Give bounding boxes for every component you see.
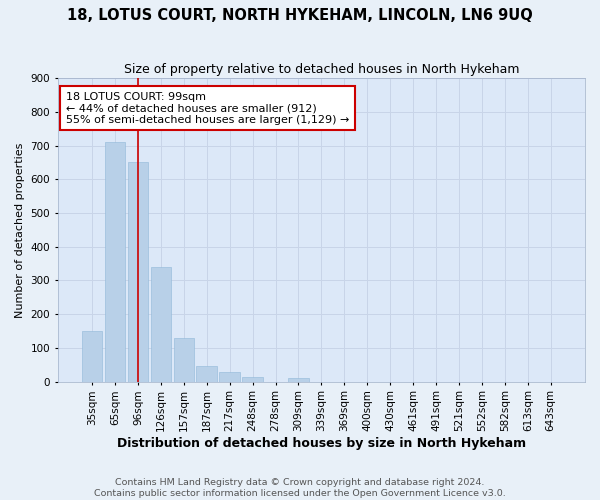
Bar bbox=[151, 267, 171, 382]
Text: Contains HM Land Registry data © Crown copyright and database right 2024.
Contai: Contains HM Land Registry data © Crown c… bbox=[94, 478, 506, 498]
Bar bbox=[128, 162, 148, 382]
Y-axis label: Number of detached properties: Number of detached properties bbox=[15, 142, 25, 318]
Bar bbox=[220, 372, 240, 382]
Bar bbox=[173, 338, 194, 382]
Bar bbox=[105, 142, 125, 382]
Text: 18 LOTUS COURT: 99sqm
← 44% of detached houses are smaller (912)
55% of semi-det: 18 LOTUS COURT: 99sqm ← 44% of detached … bbox=[66, 92, 349, 125]
Title: Size of property relative to detached houses in North Hykeham: Size of property relative to detached ho… bbox=[124, 62, 519, 76]
Bar bbox=[196, 366, 217, 382]
Bar bbox=[82, 331, 103, 382]
Text: 18, LOTUS COURT, NORTH HYKEHAM, LINCOLN, LN6 9UQ: 18, LOTUS COURT, NORTH HYKEHAM, LINCOLN,… bbox=[67, 8, 533, 22]
Bar bbox=[288, 378, 309, 382]
Bar bbox=[242, 376, 263, 382]
X-axis label: Distribution of detached houses by size in North Hykeham: Distribution of detached houses by size … bbox=[117, 437, 526, 450]
